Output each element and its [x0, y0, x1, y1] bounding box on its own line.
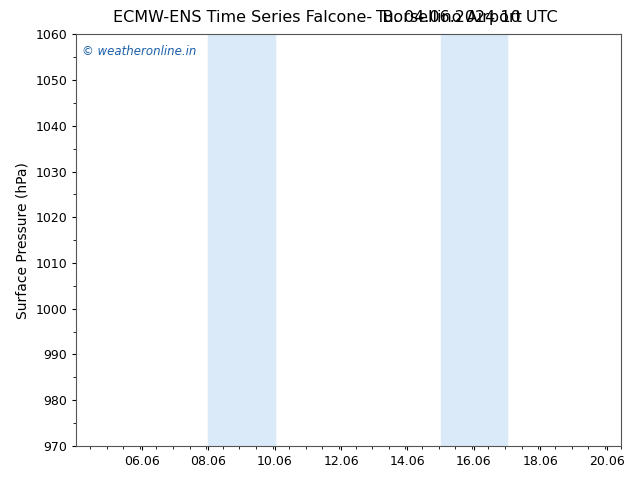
Y-axis label: Surface Pressure (hPa): Surface Pressure (hPa): [16, 162, 30, 318]
Bar: [208, 34, 242, 446]
Bar: [474, 34, 507, 446]
Text: Tu. 04.06.2024 10 UTC: Tu. 04.06.2024 10 UTC: [377, 10, 558, 25]
Text: ECMW-ENS Time Series Falcone-  Borsellino Airport: ECMW-ENS Time Series Falcone- Borsellino…: [113, 10, 521, 25]
Bar: [441, 34, 474, 446]
Bar: [242, 34, 275, 446]
Text: © weatheronline.in: © weatheronline.in: [82, 45, 196, 58]
